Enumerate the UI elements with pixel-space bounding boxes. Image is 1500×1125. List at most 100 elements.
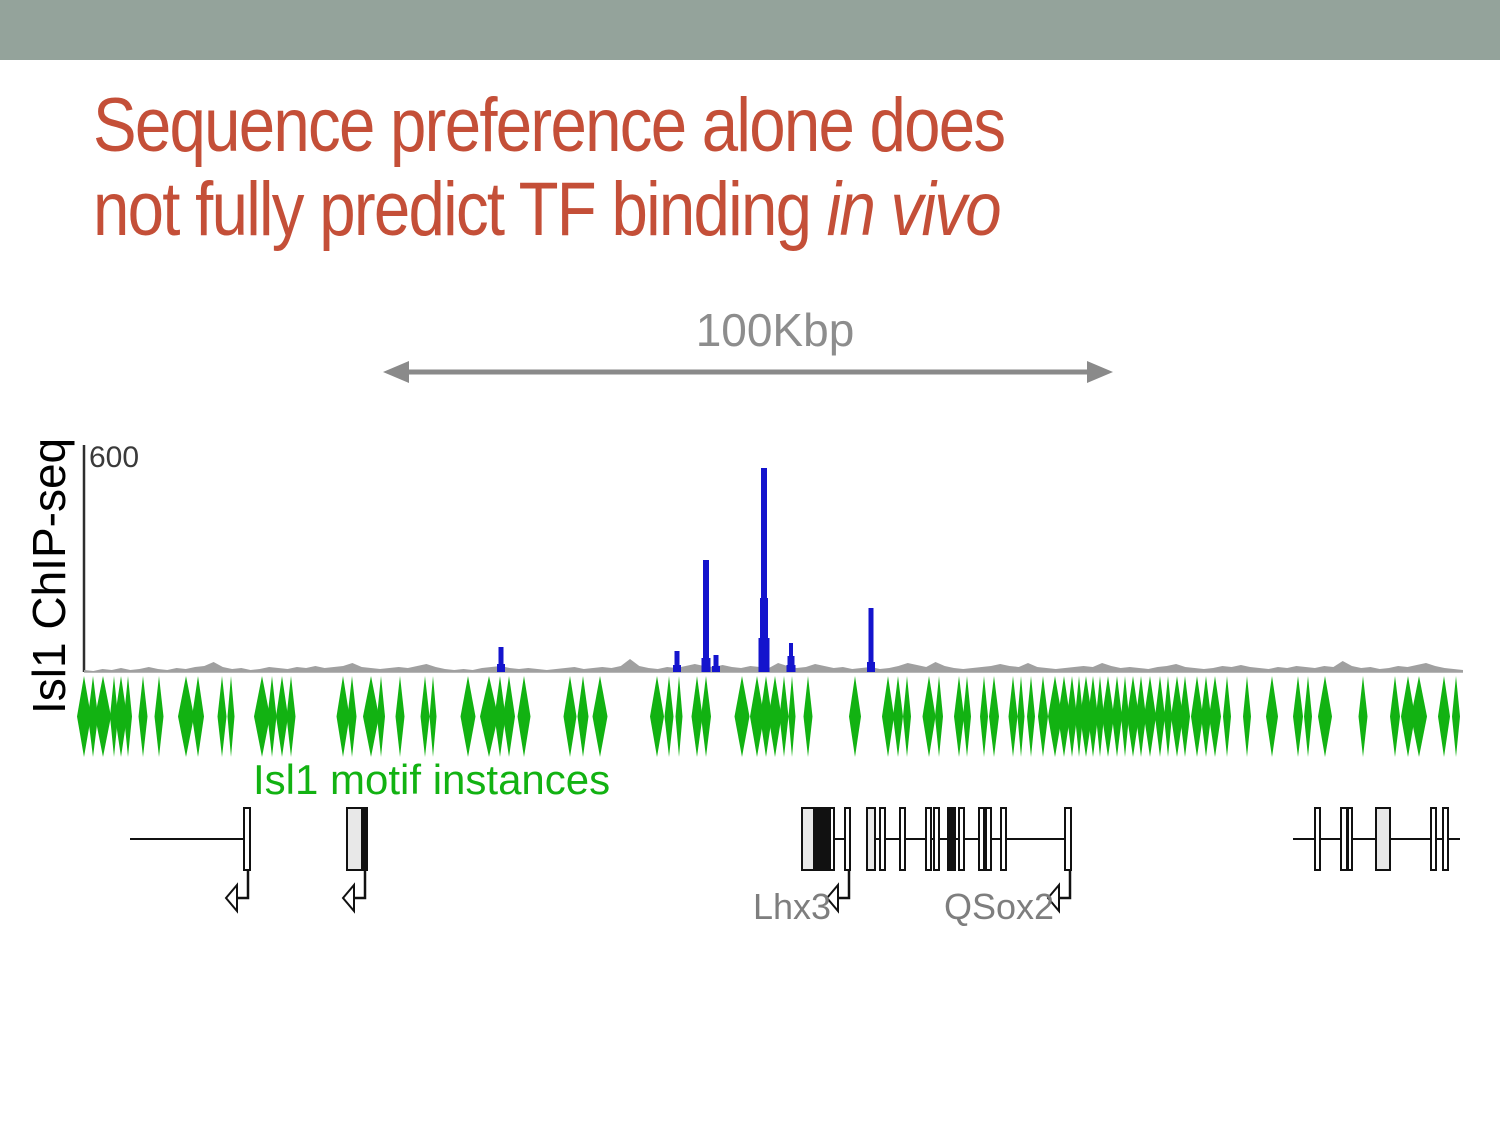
motif-track xyxy=(77,676,1460,757)
scale-arrow xyxy=(383,361,1113,383)
motif-instance xyxy=(267,676,277,757)
motif-instance xyxy=(1452,676,1460,757)
chipseq-y-max-tick: 600 xyxy=(89,441,140,474)
motif-instance xyxy=(1048,676,1062,757)
title-line-2-italic: in vivo xyxy=(826,167,1002,252)
motif-instance xyxy=(88,676,98,757)
motif-instance xyxy=(154,676,164,757)
tss-arrow-line xyxy=(237,870,250,900)
motif-instance xyxy=(1191,676,1203,757)
motif-instance xyxy=(734,676,750,757)
chip-peak xyxy=(673,665,681,672)
tss-arrowhead xyxy=(825,882,839,914)
motif-instance xyxy=(1180,676,1190,757)
gene-model xyxy=(801,807,851,914)
motif-instance xyxy=(980,676,988,757)
motif-track-label: Isl1 motif instances xyxy=(253,756,611,803)
gene-exon xyxy=(801,807,815,871)
tss-arrowhead xyxy=(1046,882,1060,914)
gene-exon xyxy=(985,807,992,871)
title-line-1: Sequence preference alone does xyxy=(93,83,1006,168)
motif-instance xyxy=(882,676,894,757)
chip-peak xyxy=(674,651,680,672)
motif-instance xyxy=(503,676,515,757)
gene-model xyxy=(866,807,1072,914)
chip-peak xyxy=(758,638,770,672)
motif-instance xyxy=(592,676,608,757)
motif-instance xyxy=(460,676,476,757)
motif-instance xyxy=(192,676,204,757)
motif-instance xyxy=(1080,676,1092,757)
gene-exon xyxy=(1442,807,1449,871)
gene-exon xyxy=(899,807,906,871)
motif-instance xyxy=(110,676,118,757)
chip-peak xyxy=(761,468,767,672)
motif-instance xyxy=(664,676,674,757)
title-line-2: not fully predict TF binding in vivo xyxy=(93,168,1004,252)
motif-instance xyxy=(1358,676,1368,757)
motif-instance xyxy=(517,676,531,757)
motif-instance xyxy=(1411,676,1427,757)
chipseq-y-axis-label: Isl1 ChIP-seq xyxy=(23,437,75,714)
motif-instance xyxy=(1102,676,1114,757)
motif-instance xyxy=(1144,676,1156,757)
chip-peak xyxy=(786,665,796,672)
gene-exon xyxy=(1000,807,1007,871)
motif-instance xyxy=(395,676,405,757)
motif-instance xyxy=(1390,676,1400,757)
chip-peak xyxy=(498,647,504,672)
gene-exon xyxy=(866,807,876,871)
motif-instance xyxy=(779,676,789,757)
gene-exon xyxy=(844,807,851,871)
motif-instance xyxy=(1096,676,1104,757)
motif-instance xyxy=(286,676,296,757)
chip-peak xyxy=(867,662,875,672)
motif-instance xyxy=(903,676,911,757)
gene-label-qsox2: QSox2 xyxy=(944,886,1055,927)
gene-track xyxy=(130,807,1460,914)
motif-instance xyxy=(1266,676,1278,757)
motif-instance xyxy=(1155,676,1165,757)
motif-instance xyxy=(788,676,796,757)
motif-instance xyxy=(963,676,971,757)
gene-exon xyxy=(1340,807,1348,871)
gene-exon xyxy=(361,807,368,871)
motif-instance xyxy=(494,676,506,757)
motif-instance xyxy=(803,676,813,757)
header-bar xyxy=(0,0,1500,60)
motif-instance xyxy=(849,676,861,757)
tss-arrowhead xyxy=(341,882,355,914)
motif-instance xyxy=(1164,676,1172,757)
motif-instance xyxy=(954,676,964,757)
gene-exon xyxy=(820,807,826,871)
motif-instance xyxy=(701,676,711,757)
motif-instance xyxy=(115,676,127,757)
motif-instance xyxy=(336,676,350,757)
motif-instance xyxy=(1121,676,1129,757)
chip-peak xyxy=(787,656,795,672)
gene-exon xyxy=(825,807,830,871)
motif-instance xyxy=(1293,676,1303,757)
chip-peak xyxy=(713,655,719,672)
motif-instance xyxy=(1075,676,1083,757)
gene-exon xyxy=(879,807,886,871)
chip-peak xyxy=(703,560,709,672)
scale-arrowhead-right xyxy=(1087,361,1113,383)
motif-instance xyxy=(1401,676,1415,757)
motif-instance xyxy=(347,676,357,757)
gene-model xyxy=(130,807,251,914)
motif-instance xyxy=(577,676,589,757)
motif-instance xyxy=(1171,676,1183,757)
motif-instance xyxy=(1304,676,1312,757)
motif-instance xyxy=(276,676,288,757)
chipseq-noise-signal xyxy=(84,659,1463,672)
motif-instance xyxy=(691,676,703,757)
motif-instance xyxy=(563,676,577,757)
motif-instance xyxy=(1017,676,1025,757)
tss-arrow-line xyxy=(838,870,851,900)
motif-instance xyxy=(254,676,270,757)
motif-instance xyxy=(480,676,498,757)
motif-instance xyxy=(138,676,148,757)
motif-instance xyxy=(1008,676,1018,757)
